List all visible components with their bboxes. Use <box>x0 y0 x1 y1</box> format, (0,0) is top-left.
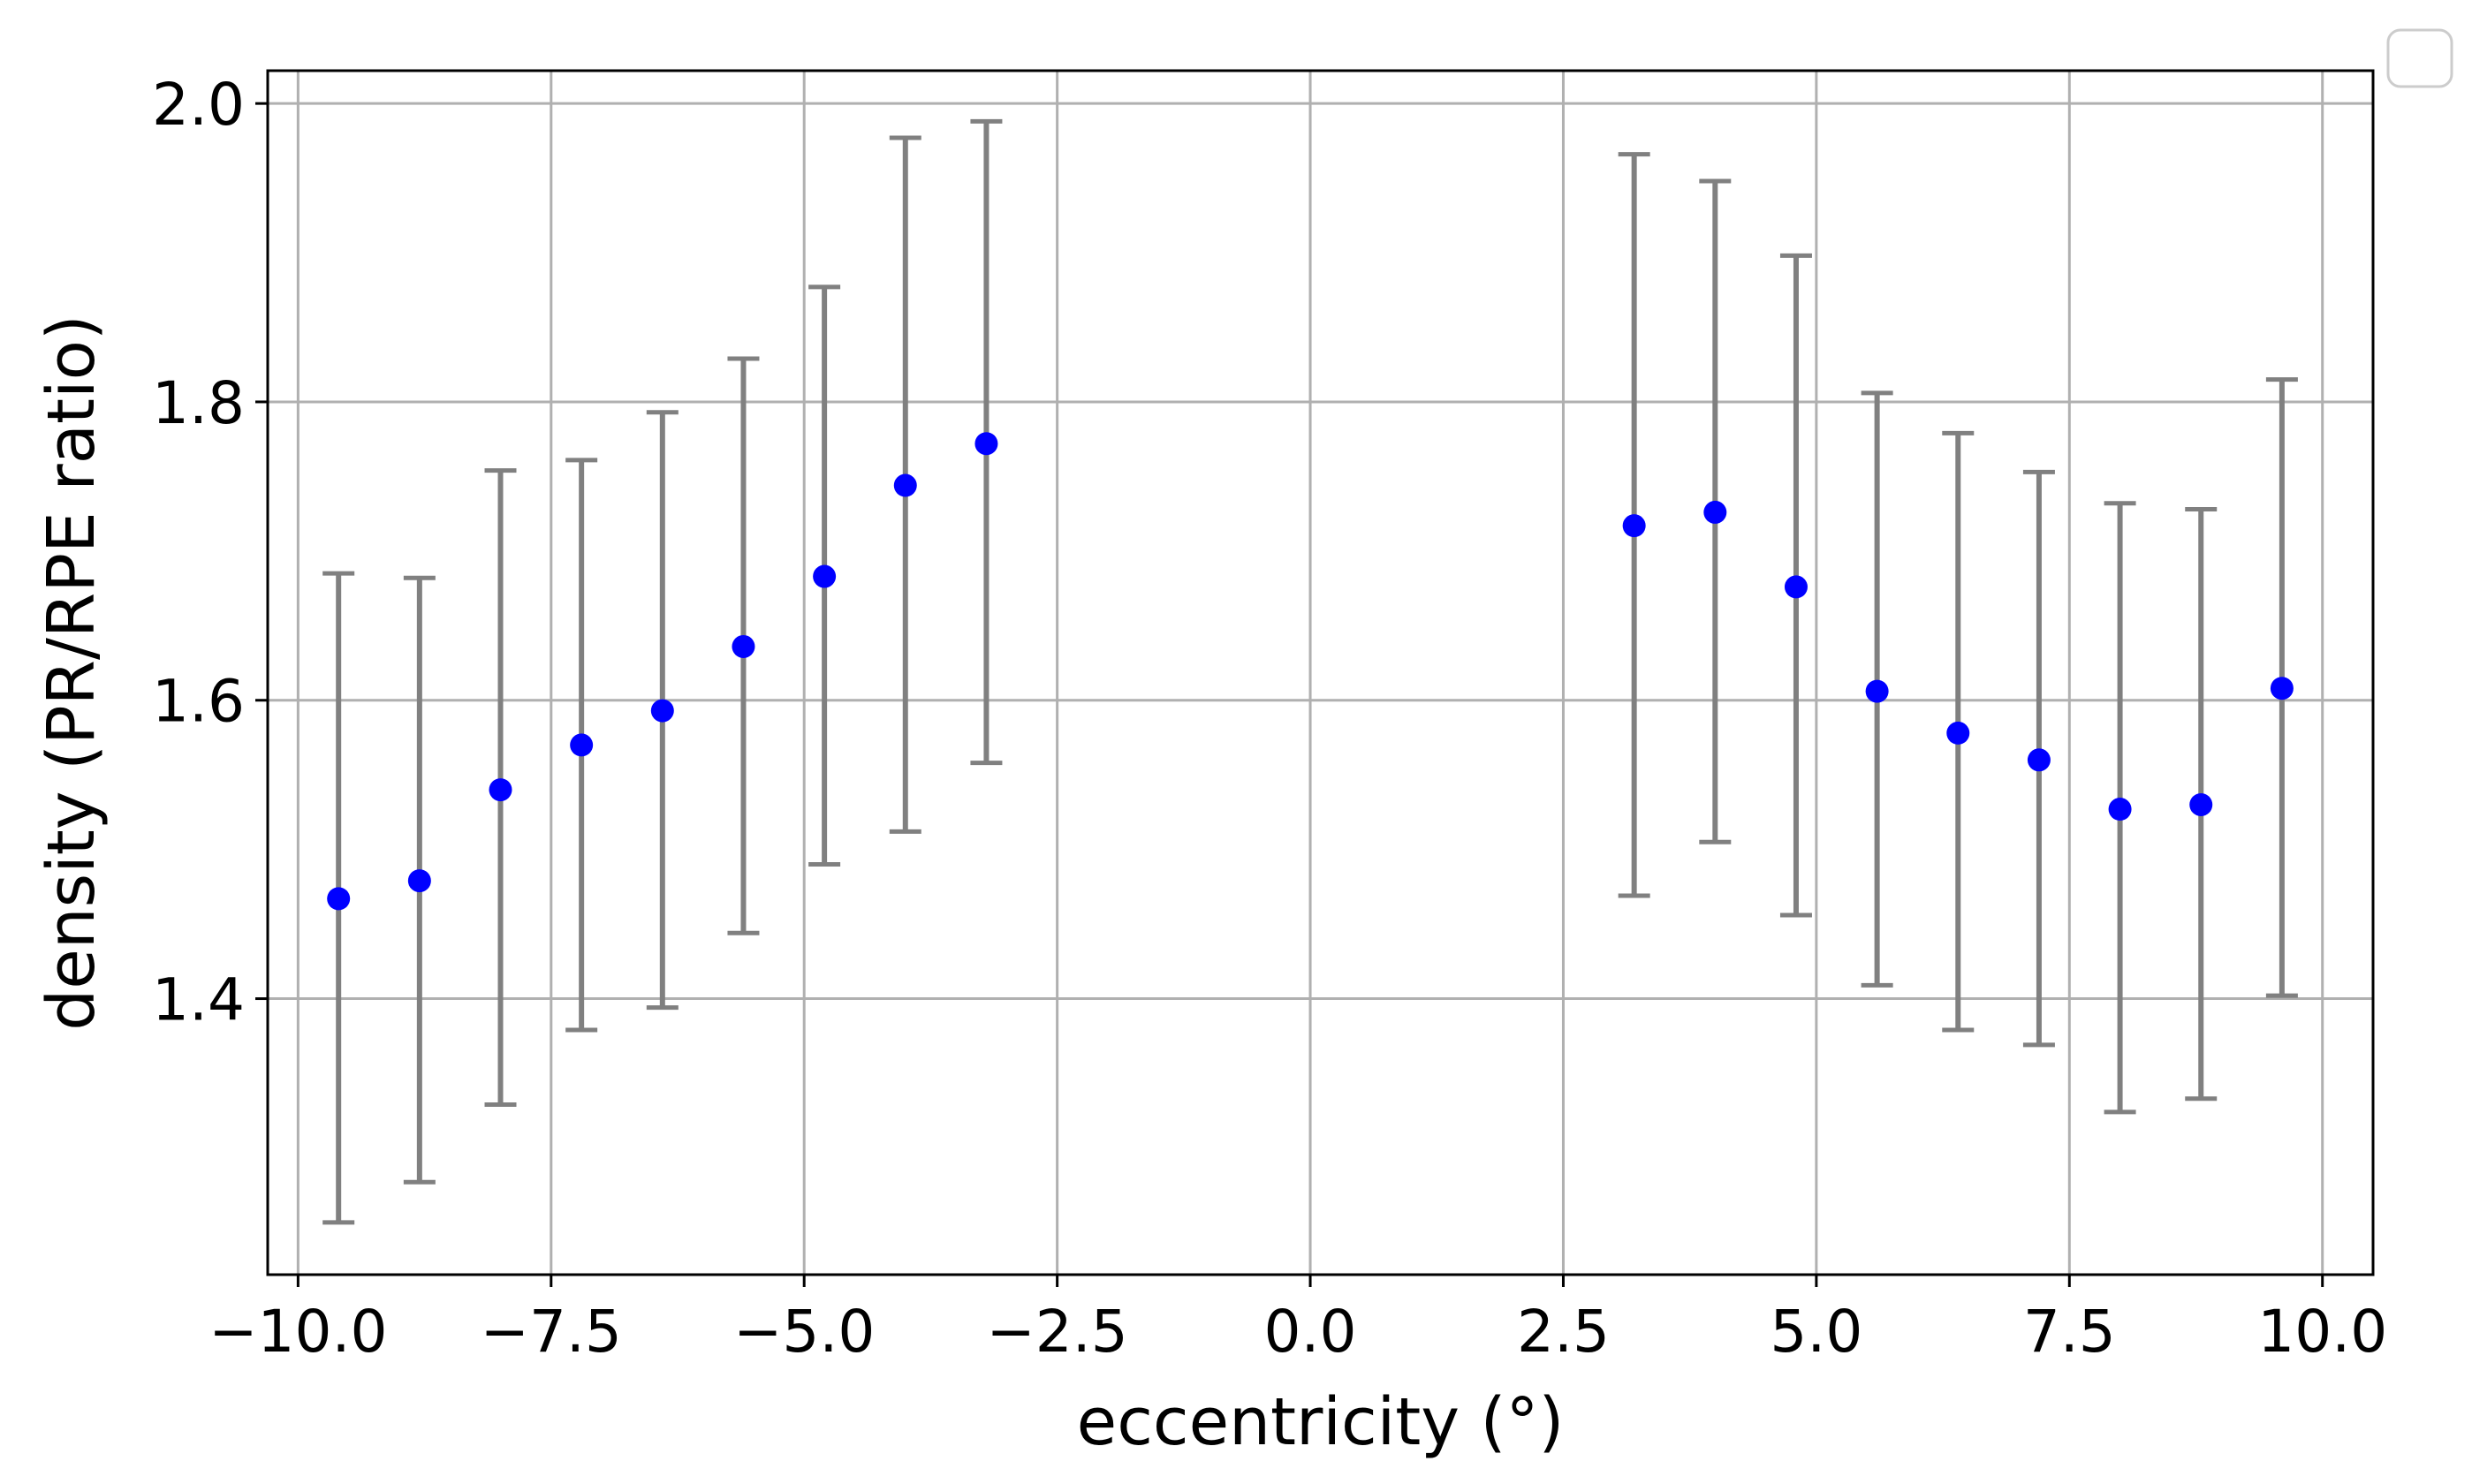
data-point-9 <box>1622 514 1646 538</box>
data-point-7 <box>893 473 917 497</box>
data-point-10 <box>1703 500 1727 524</box>
data-point-5 <box>732 634 755 658</box>
x-tick-label-3: −2.5 <box>986 1298 1127 1366</box>
x-tick-label-2: −5.0 <box>733 1298 875 1366</box>
data-point-16 <box>2189 792 2213 816</box>
y-tick-label-3: 2.0 <box>152 71 245 139</box>
data-point-2 <box>489 778 512 802</box>
data-point-11 <box>1784 575 1808 599</box>
data-point-8 <box>974 432 998 456</box>
x-tick-label-1: −7.5 <box>481 1298 622 1366</box>
y-axis-ticks: 1.4 1.6 1.8 2.0 <box>152 71 268 1034</box>
data-point-12 <box>1865 679 1889 703</box>
y-tick-label-2: 1.8 <box>152 369 245 437</box>
y-tick-label-0: 1.4 <box>152 966 245 1034</box>
data-point-1 <box>407 869 431 893</box>
grid <box>268 71 2373 1275</box>
data-point-6 <box>813 564 837 588</box>
x-axis-ticks: −10.0 −7.5 −5.0 −2.5 0.0 2.5 5.0 7.5 10.0 <box>209 1275 2387 1366</box>
y-axis-label: density (PR/RPE ratio) <box>34 314 110 1031</box>
x-tick-label-7: 7.5 <box>2023 1298 2116 1366</box>
legend-box <box>2386 28 2453 88</box>
data-point-14 <box>2027 748 2051 772</box>
data-point-4 <box>650 699 674 723</box>
data-point-0 <box>327 887 351 911</box>
plot-frame <box>266 69 2375 1276</box>
y-tick-label-1: 1.6 <box>152 668 245 736</box>
x-tick-label-0: −10.0 <box>209 1298 387 1366</box>
x-axis-label: eccentricity (°) <box>1077 1384 1565 1460</box>
x-tick-label-6: 5.0 <box>1770 1298 1862 1366</box>
data-point-13 <box>1946 721 1970 745</box>
data-points <box>327 432 2294 911</box>
x-tick-label-4: 0.0 <box>1264 1298 1357 1366</box>
data-point-3 <box>570 733 594 757</box>
x-tick-label-5: 2.5 <box>1517 1298 1610 1366</box>
data-point-17 <box>2270 677 2294 700</box>
x-tick-label-8: 10.0 <box>2257 1298 2387 1366</box>
data-point-15 <box>2108 798 2132 822</box>
